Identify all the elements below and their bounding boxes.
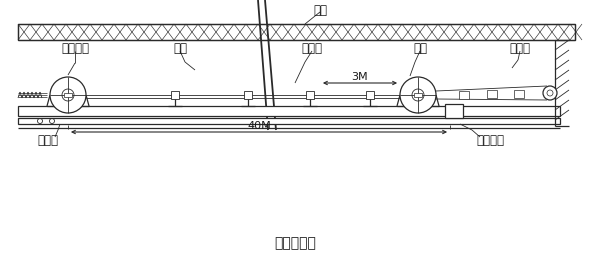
- Bar: [445, 104, 463, 118]
- Bar: [18, 118, 560, 124]
- Text: 托环: 托环: [173, 42, 187, 54]
- Circle shape: [412, 89, 424, 101]
- Bar: [306, 91, 314, 99]
- Text: 拉绳开关: 拉绳开关: [61, 42, 89, 54]
- Bar: [414, 93, 422, 97]
- Text: 3M: 3M: [352, 72, 368, 82]
- Text: 胶带: 胶带: [313, 4, 327, 17]
- Bar: [244, 91, 252, 99]
- Bar: [18, 24, 575, 40]
- Bar: [64, 93, 72, 97]
- Bar: [459, 91, 468, 99]
- Text: 安装孔: 安装孔: [37, 133, 59, 147]
- Text: 40M: 40M: [247, 121, 271, 131]
- Bar: [18, 106, 560, 116]
- Circle shape: [62, 89, 74, 101]
- Text: 紧线器: 紧线器: [509, 42, 531, 54]
- Bar: [366, 91, 374, 99]
- Circle shape: [50, 77, 86, 113]
- Bar: [514, 90, 524, 98]
- Bar: [18, 24, 575, 40]
- Text: 绳夹: 绳夹: [413, 42, 427, 54]
- Text: 安装支架: 安装支架: [476, 133, 504, 147]
- Text: 安装示意图: 安装示意图: [274, 236, 316, 250]
- Circle shape: [400, 77, 436, 113]
- Bar: [486, 90, 496, 98]
- Bar: [171, 91, 179, 99]
- Text: 钉丝绳: 钉丝绳: [301, 42, 323, 54]
- Circle shape: [543, 86, 557, 100]
